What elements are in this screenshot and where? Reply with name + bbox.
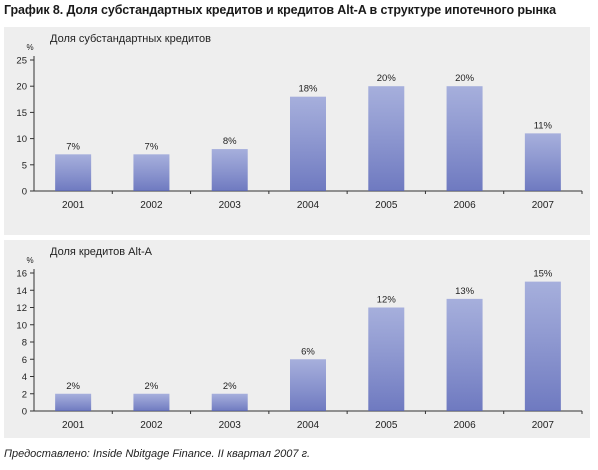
bar-chart-subprime: % 0 5 10 15 20 25 2001 7% 2002 7% 2003 8% 2004 18% 2005… [16,43,583,211]
data-label: 18% [298,84,318,95]
x-tick-label: 2001 [62,420,85,431]
bar-2001 [55,393,92,411]
source-note: Предоставлено: Inside Nbitgage Finance. … [4,448,311,460]
chart-title: Доля кредитов Alt-A [50,246,153,258]
y-tick-label: 2 [22,389,27,400]
x-tick-label: 2002 [140,200,163,211]
bar-2002 [133,154,170,191]
y-tick-label: 16 [16,269,27,280]
bar-2007 [524,281,561,411]
x-tick-label: 2005 [375,200,398,211]
y-tick-label: 5 [22,160,27,171]
y-tick-label: 14 [16,286,27,297]
bar-chart-alt-a: % 0 2 4 6 8 10 12 14 16 2001 2% 2002 2% 2003 2% 2004 6% 20… [16,256,583,431]
bar-2003 [211,393,248,411]
x-tick-label: 2003 [219,420,242,431]
x-tick-label: 2007 [532,420,555,431]
y-tick-label: 0 [22,187,27,198]
y-tick-label: 15 [16,108,27,119]
figure-title: График 8. Доля субстандартных кредитов и… [4,3,556,17]
y-tick-label: 6 [22,355,27,366]
x-tick-label: 2006 [453,200,476,211]
bar-2005 [368,307,405,411]
data-label: 8% [223,136,237,147]
data-label: 11% [534,120,553,131]
bar-2004 [290,96,326,191]
data-label: 7% [145,141,159,152]
bar-2004 [290,359,326,411]
y-tick-label: 10 [16,134,27,145]
chart-panel-subprime: Доля субстандартных кредитов % 0 5 10 15 20 25… [4,27,590,235]
y-tick-label: 10 [16,320,27,331]
bar-2003 [211,149,248,191]
x-tick-label: 2006 [453,420,476,431]
y-axis-unit: % [26,43,33,52]
x-tick-label: 2002 [140,420,163,431]
data-label: 7% [66,141,80,152]
y-tick-label: 0 [22,407,27,418]
x-tick-label: 2004 [297,200,320,211]
y-tick-label: 20 [16,82,27,93]
x-tick-label: 2007 [532,200,555,211]
bar-2005 [368,86,405,191]
chart-panel-alt-a: Доля кредитов Alt-A % 0 2 4 6 8 10 12 14 16 2001 2%… [4,240,590,438]
x-tick-label: 2005 [375,420,398,431]
bar-2006 [446,86,483,191]
bar-2007 [524,133,561,191]
y-axis-unit: % [26,256,33,265]
data-label: 6% [301,346,315,357]
x-tick-label: 2003 [219,200,242,211]
data-label: 2% [223,381,237,392]
data-label: 20% [377,73,397,84]
data-label: 2% [145,381,159,392]
data-label: 12% [377,295,397,306]
y-tick-label: 4 [22,372,27,383]
bar-2002 [133,393,170,411]
chart-title: Доля субстандартных кредитов [50,33,212,45]
x-tick-label: 2004 [297,420,320,431]
data-label: 15% [533,269,553,280]
y-tick-label: 25 [16,56,27,67]
y-tick-label: 8 [22,338,27,349]
data-label: 2% [66,381,80,392]
bar-2001 [55,154,92,191]
bar-2006 [446,298,483,411]
x-tick-label: 2001 [62,200,85,211]
data-label: 13% [455,286,475,297]
y-tick-label: 12 [16,303,27,314]
data-label: 20% [455,73,475,84]
